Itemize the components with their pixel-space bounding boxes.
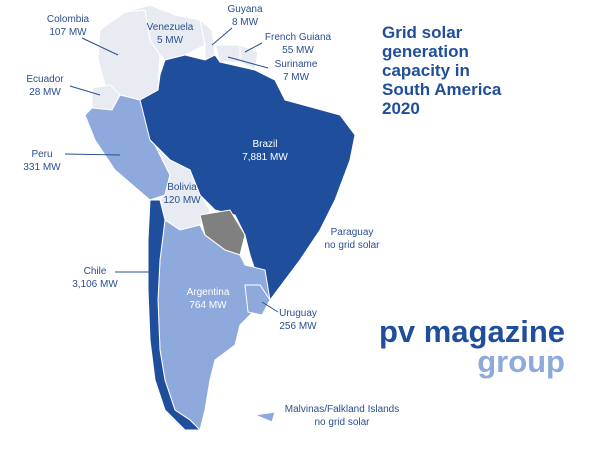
title-line: South America [382, 80, 502, 99]
french-guiana [239, 44, 259, 71]
leader-line [299, 231, 319, 239]
country-name: Argentina [187, 287, 230, 298]
country-name: Suriname [275, 59, 318, 70]
logo-sub: group [477, 344, 565, 379]
leader-line [244, 42, 263, 53]
chile [147, 199, 202, 431]
country-name: Malvinas/Falkland Islands [285, 404, 400, 415]
title-line: 2020 [382, 99, 420, 118]
title: Grid solar generation capacity in South … [382, 23, 502, 118]
country-name: Colombia [47, 14, 90, 25]
labels: Colombia 107 MW Venezuela 5 MW Guyana 8 … [23, 4, 399, 428]
leader-line [261, 301, 279, 313]
leader-line [69, 85, 101, 96]
logo: pv magazine group [379, 314, 565, 379]
country-name: Guyana [227, 4, 262, 15]
country-capacity: 120 MW [163, 195, 201, 206]
country-capacity: 28 MW [29, 87, 61, 98]
country-capacity: 331 MW [23, 162, 61, 173]
country-capacity: 764 MW [189, 300, 227, 311]
country-capacity: no grid solar [314, 417, 370, 428]
country-name: Bolivia [167, 182, 197, 193]
country-capacity: 55 MW [282, 45, 314, 56]
countries [84, 4, 356, 431]
leader-line [81, 37, 119, 56]
title-line: generation [382, 42, 469, 61]
country-name: Ecuador [26, 74, 64, 85]
country-name: French Guiana [265, 32, 332, 43]
country-capacity: 7,881 MW [242, 152, 288, 163]
leader-line [227, 56, 269, 69]
title-line: Grid solar [382, 23, 463, 42]
country-capacity: 107 MW [49, 27, 87, 38]
leader-line [211, 27, 233, 46]
country-capacity: 7 MW [283, 72, 310, 83]
country-name: Brazil [252, 139, 277, 150]
country-name: Chile [84, 266, 107, 277]
leader-line [64, 153, 121, 156]
title-line: capacity in [382, 61, 470, 80]
country-capacity: 8 MW [232, 17, 259, 28]
country-name: Paraguay [331, 227, 374, 238]
country-name: Peru [31, 149, 52, 160]
country-name: Venezuela [147, 22, 194, 33]
country-capacity: 5 MW [157, 35, 184, 46]
country-name: Uruguay [279, 308, 317, 319]
logo-name: pv magazine [379, 314, 565, 349]
leader-lines [64, 27, 319, 313]
falklands [253, 411, 276, 423]
country-capacity: no grid solar [324, 240, 380, 251]
uruguay [244, 284, 271, 316]
country-capacity: 256 MW [279, 321, 317, 332]
country-capacity: 3,106 MW [72, 279, 118, 290]
